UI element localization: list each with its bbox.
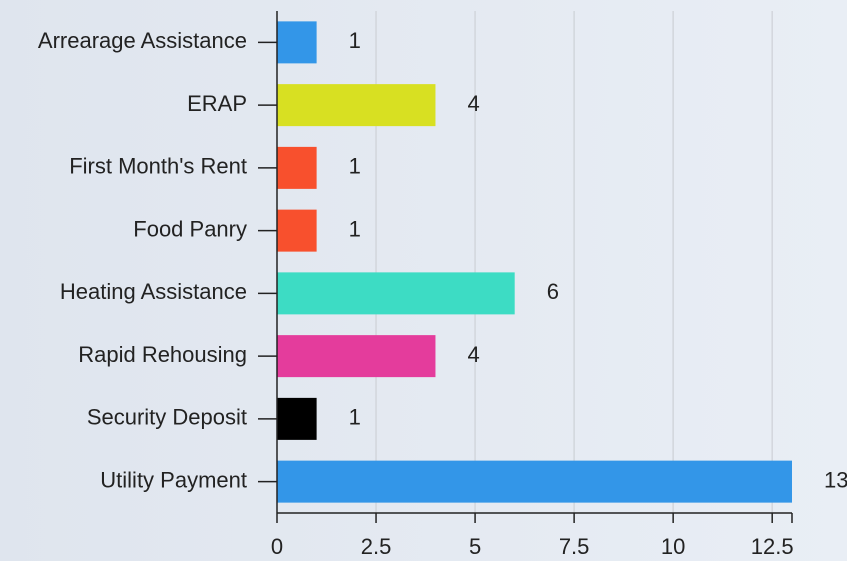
value-label: 13 — [824, 467, 847, 492]
bar — [277, 272, 515, 315]
bar — [277, 84, 436, 127]
y-tick-label: Rapid Rehousing — [78, 342, 247, 367]
y-tick-label: Security Deposit — [87, 405, 247, 430]
value-label: 4 — [467, 342, 479, 367]
x-tick-label: 2.5 — [361, 534, 392, 559]
value-label: 4 — [467, 91, 479, 116]
bar — [277, 209, 317, 252]
y-tick-label: Arrearage Assistance — [38, 28, 247, 53]
bar — [277, 146, 317, 189]
bar — [277, 397, 317, 440]
value-label: 1 — [349, 28, 361, 53]
y-tick-label: Food Panry — [133, 216, 247, 241]
bar — [277, 335, 436, 378]
x-tick-label: 0 — [271, 534, 283, 559]
x-tick-label: 5 — [469, 534, 481, 559]
value-label: 6 — [547, 279, 559, 304]
bar — [277, 460, 792, 503]
x-tick-label: 12.5 — [751, 534, 794, 559]
x-tick-label: 7.5 — [559, 534, 590, 559]
bar — [277, 21, 317, 64]
value-label: 1 — [349, 216, 361, 241]
y-tick-label: ERAP — [187, 91, 247, 116]
y-tick-label: First Month's Rent — [69, 154, 247, 179]
y-tick-label: Heating Assistance — [60, 279, 247, 304]
value-label: 1 — [349, 154, 361, 179]
x-tick-label: 10 — [661, 534, 685, 559]
y-tick-label: Utility Payment — [100, 467, 247, 492]
value-label: 1 — [349, 405, 361, 430]
